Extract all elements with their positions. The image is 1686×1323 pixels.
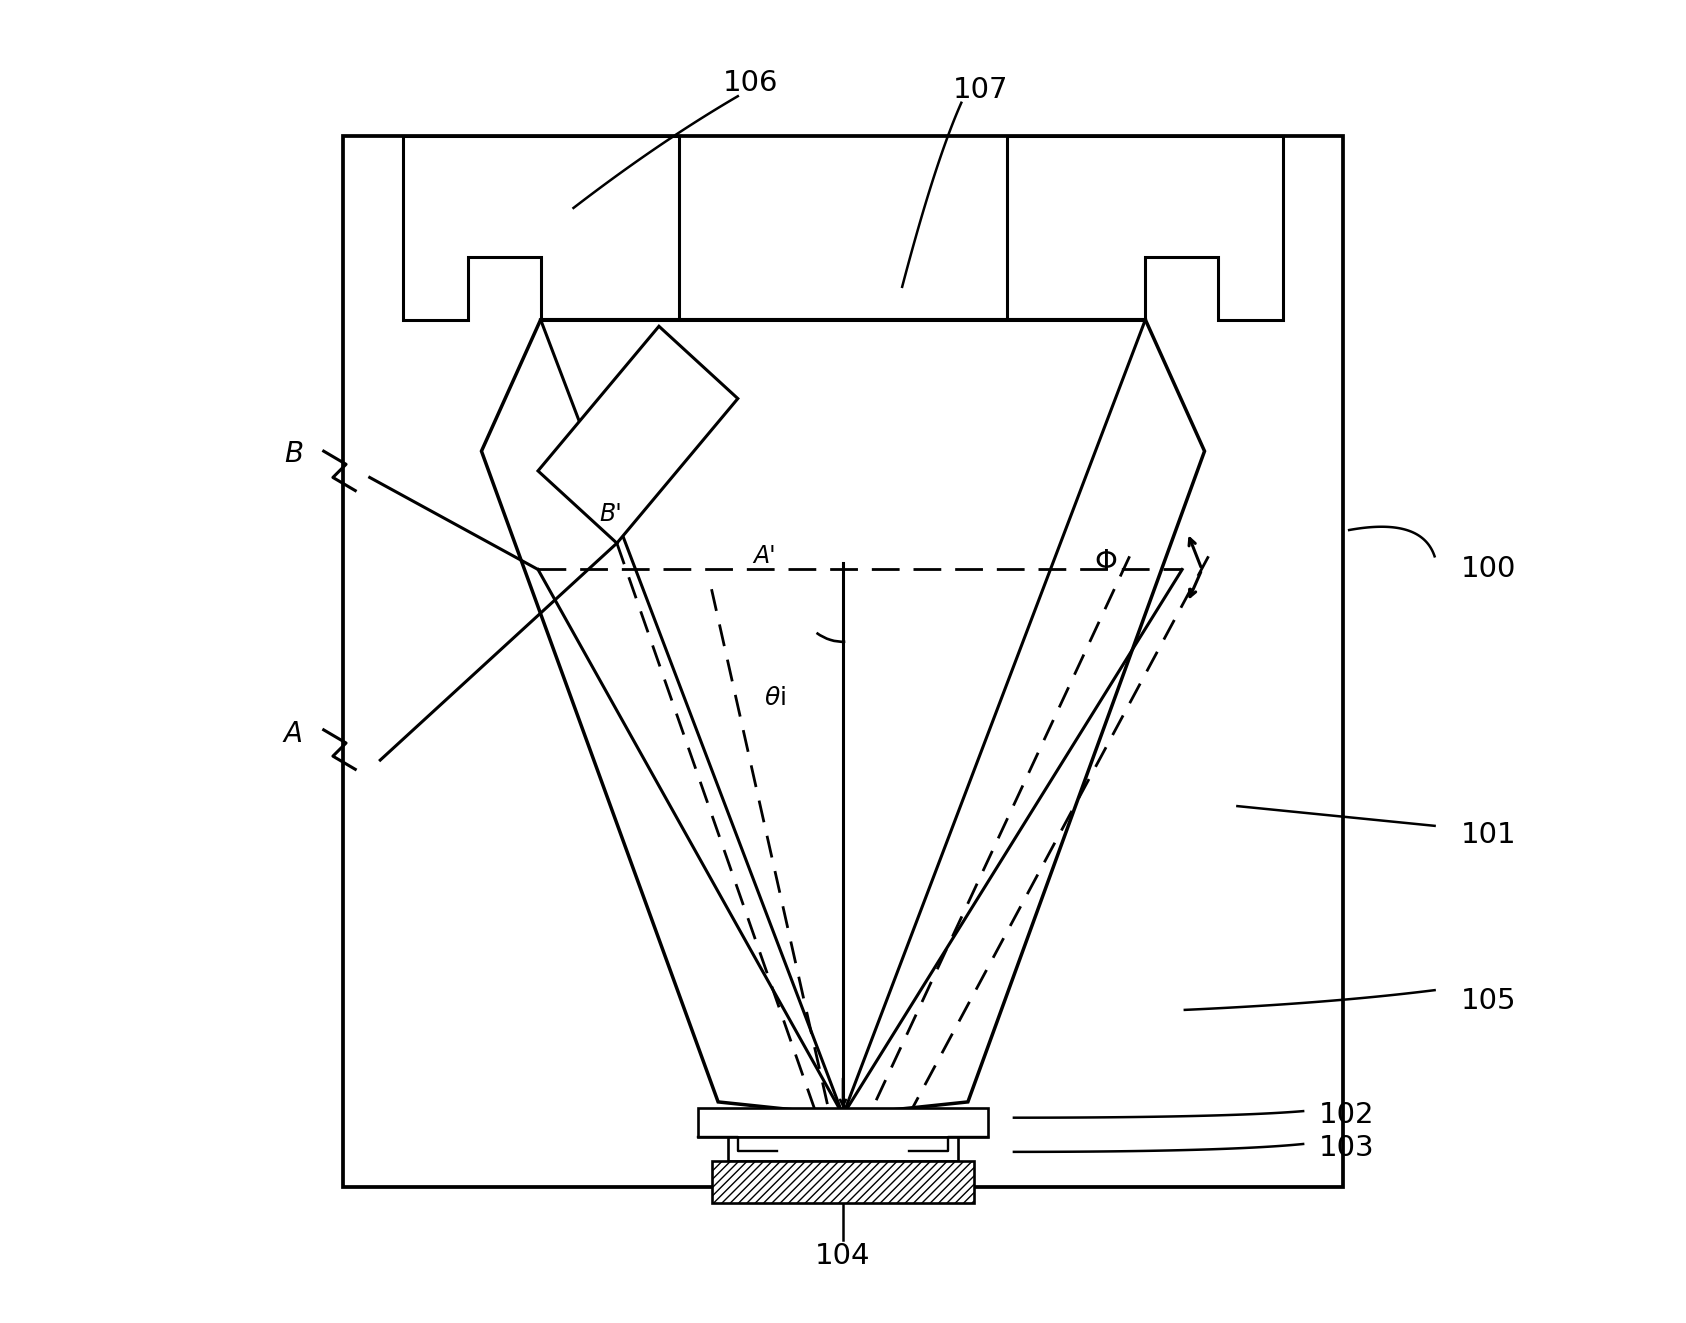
Bar xyxy=(728,1138,958,1162)
Polygon shape xyxy=(1007,136,1283,320)
Text: A: A xyxy=(283,720,303,747)
Polygon shape xyxy=(482,320,1204,1115)
Text: $\Phi$: $\Phi$ xyxy=(1094,548,1118,576)
Text: 102: 102 xyxy=(1318,1101,1374,1129)
Text: A': A' xyxy=(754,544,776,569)
Text: B': B' xyxy=(599,503,622,527)
Text: 105: 105 xyxy=(1460,987,1516,1015)
Text: 104: 104 xyxy=(816,1242,870,1270)
Text: B: B xyxy=(283,439,303,468)
Polygon shape xyxy=(403,136,679,320)
Text: 100: 100 xyxy=(1460,556,1516,583)
Bar xyxy=(711,1162,975,1203)
Polygon shape xyxy=(538,327,738,544)
Bar xyxy=(698,1109,988,1138)
Bar xyxy=(344,136,1342,1187)
Text: 107: 107 xyxy=(953,75,1008,103)
Text: 101: 101 xyxy=(1460,822,1516,849)
Text: $\theta$i: $\theta$i xyxy=(764,687,786,710)
Text: 106: 106 xyxy=(723,69,779,97)
Text: 103: 103 xyxy=(1318,1134,1374,1162)
